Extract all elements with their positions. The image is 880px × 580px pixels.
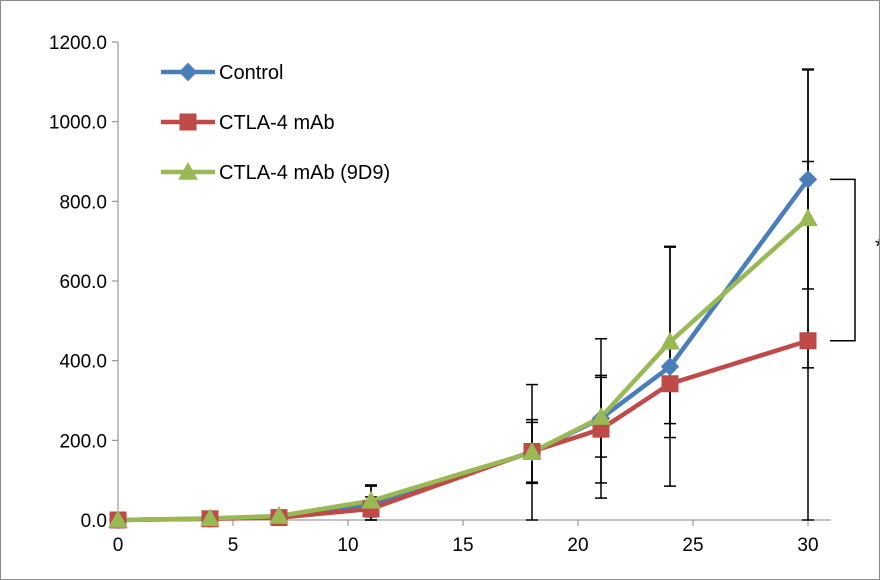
data-point-ctla-4-mab-9d9 — [798, 208, 818, 227]
series-line-control — [117, 178, 810, 523]
x-tick-label: 30 — [797, 535, 818, 556]
data-point-ctla-4-mab-9d9 — [108, 509, 128, 528]
y-tick-label: 800.0 — [59, 192, 107, 213]
data-point-ctla-4-mab-9d9 — [591, 407, 611, 425]
x-tick-label: 20 — [567, 535, 588, 556]
data-point-ctla-4-mab-9d9 — [361, 490, 381, 509]
data-point-ctla-4-mab — [799, 332, 817, 350]
y-axis-ticks: 0.0 200.0 400.0 600.0 800.0 1000.0 1200.0 — [49, 33, 118, 532]
y-tick-label: 400.0 — [59, 352, 107, 373]
data-point-control — [798, 170, 818, 189]
data-point-ctla-4-mab-9d9 — [269, 505, 289, 524]
data-point-control — [660, 357, 680, 376]
legend: Control CTLA-4 mAb CTLA-4 mAb (9D9) — [161, 62, 390, 184]
x-tick-label: 15 — [452, 535, 473, 556]
y-tick-label: 1000.0 — [49, 113, 107, 134]
y-tick-label: 0.0 — [81, 511, 107, 532]
series-lines — [117, 178, 810, 523]
x-tick-label: 0 — [113, 535, 124, 556]
x-tick-label: 10 — [337, 535, 358, 556]
x-axis-ticks: 0 5 10 15 20 25 30 — [113, 520, 819, 556]
significance-bracket: * — [830, 178, 879, 342]
y-tick-label: 200.0 — [59, 431, 107, 452]
legend-marker-ctla-4-mab-9d9 — [178, 161, 198, 180]
data-point-ctla-4-mab-9d9 — [200, 508, 220, 527]
series-line-ctla-4-mab — [117, 338, 809, 523]
legend-label-ctla-4-mab-9d9: CTLA-4 mAb (9D9) — [219, 162, 390, 184]
legend-marker-ctla-4-mab — [179, 113, 197, 131]
legend-marker-control — [178, 62, 198, 82]
data-point-ctla-4-mab-9d9 — [660, 331, 680, 350]
legend-label-ctla-4-mab: CTLA-4 mAb — [219, 112, 335, 134]
data-markers — [108, 170, 818, 530]
bracket-line — [830, 178, 856, 342]
data-point-ctla-4-mab-9d9 — [522, 442, 542, 460]
x-tick-label: 5 — [228, 535, 239, 556]
significance-star: * — [875, 234, 879, 259]
y-tick-label: 1200.0 — [49, 33, 107, 54]
y-tick-label: 600.0 — [59, 272, 107, 293]
series-line-ctla-4-mab-9d9 — [117, 216, 810, 523]
data-point-ctla-4-mab — [661, 375, 679, 393]
x-tick-label: 25 — [682, 535, 703, 556]
legend-label-control: Control — [219, 62, 283, 84]
